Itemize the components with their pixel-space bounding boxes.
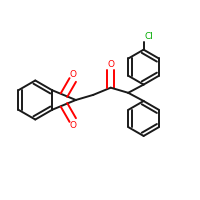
Text: O: O	[70, 70, 77, 79]
Text: Cl: Cl	[145, 32, 154, 41]
Text: O: O	[70, 121, 77, 130]
Text: O: O	[107, 60, 114, 69]
